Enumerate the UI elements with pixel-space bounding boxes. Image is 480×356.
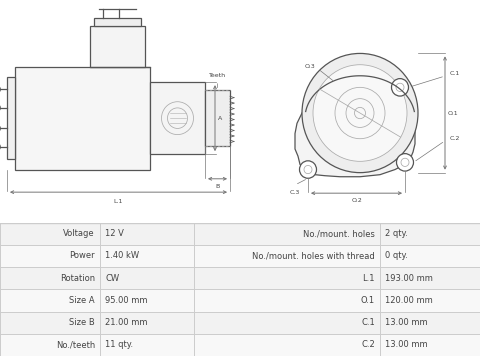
Text: 12 V: 12 V	[105, 229, 124, 238]
Text: 193.00 mm: 193.00 mm	[385, 274, 433, 283]
Text: 1.40 kW: 1.40 kW	[105, 251, 139, 260]
Circle shape	[396, 154, 413, 171]
Text: No./mount. holes with thread: No./mount. holes with thread	[252, 251, 375, 260]
Bar	[7, 77, 15, 159]
Text: 120.00 mm: 120.00 mm	[385, 296, 433, 305]
Circle shape	[302, 53, 418, 173]
Bar	[0, 289, 480, 312]
Circle shape	[313, 65, 407, 161]
Text: O.2: O.2	[351, 198, 362, 203]
Bar	[0, 312, 480, 334]
Bar	[94, 19, 141, 26]
Text: A: A	[218, 116, 222, 121]
Text: CW: CW	[105, 274, 119, 283]
Text: Size A: Size A	[70, 296, 95, 305]
Text: O.1: O.1	[448, 110, 458, 116]
Text: Size B: Size B	[69, 318, 95, 327]
Text: Rotation: Rotation	[60, 274, 95, 283]
Text: Teeth: Teeth	[209, 73, 226, 88]
Bar	[0, 267, 480, 289]
Text: C.2: C.2	[450, 136, 460, 141]
Text: Power: Power	[70, 251, 95, 260]
Text: C.2: C.2	[361, 340, 375, 349]
Bar	[90, 26, 145, 67]
Text: O.1: O.1	[361, 296, 375, 305]
Text: L.1: L.1	[362, 274, 375, 283]
Polygon shape	[295, 74, 415, 177]
Circle shape	[300, 161, 316, 178]
Text: 13.00 mm: 13.00 mm	[385, 340, 428, 349]
Circle shape	[392, 79, 408, 96]
Bar	[205, 90, 230, 146]
Bar	[15, 67, 150, 169]
Text: C.3: C.3	[290, 190, 300, 195]
Bar	[150, 82, 205, 154]
Text: 95.00 mm: 95.00 mm	[105, 296, 147, 305]
Bar	[0, 245, 480, 267]
Text: C.1: C.1	[450, 72, 460, 77]
Text: Voltage: Voltage	[63, 229, 95, 238]
Text: 2 qty.: 2 qty.	[385, 229, 408, 238]
Bar	[0, 222, 480, 245]
Text: 11 qty.: 11 qty.	[105, 340, 133, 349]
Text: C.1: C.1	[361, 318, 375, 327]
Text: No./teeth: No./teeth	[56, 340, 95, 349]
Text: 13.00 mm: 13.00 mm	[385, 318, 428, 327]
Text: No./mount. holes: No./mount. holes	[303, 229, 375, 238]
Text: B: B	[216, 184, 220, 189]
Text: 21.00 mm: 21.00 mm	[105, 318, 147, 327]
Bar	[0, 334, 480, 356]
Text: L.1: L.1	[114, 199, 123, 204]
Text: O.3: O.3	[305, 64, 315, 69]
Text: 0 qty.: 0 qty.	[385, 251, 408, 260]
